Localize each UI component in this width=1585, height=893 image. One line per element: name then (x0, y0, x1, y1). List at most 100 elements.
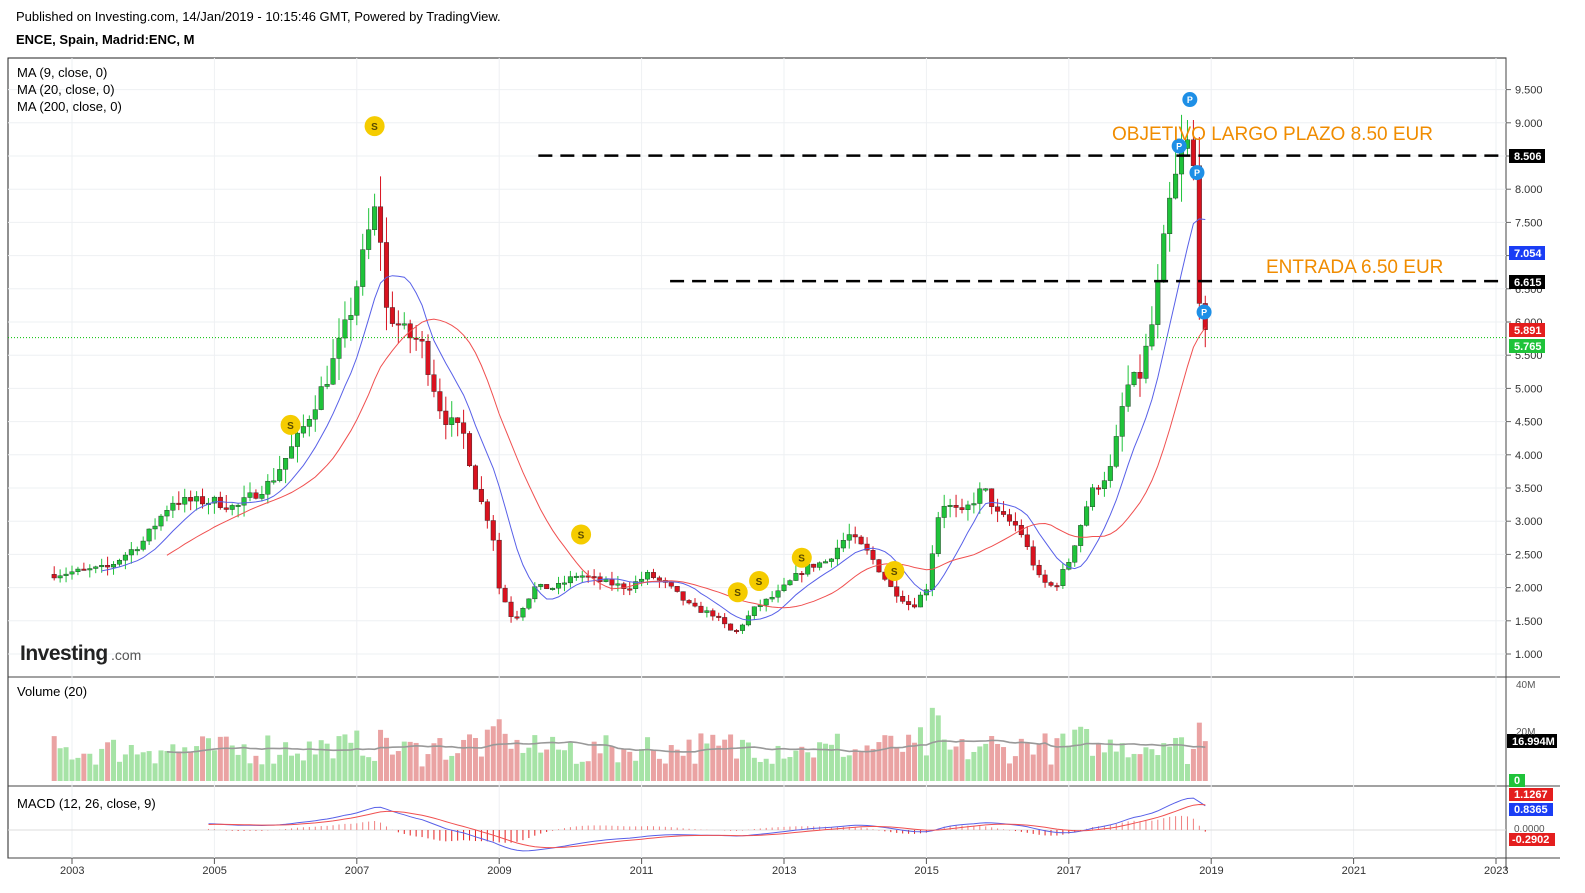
candle-body (437, 391, 443, 412)
candle-body (1048, 582, 1054, 586)
volume-bar (656, 758, 662, 781)
volume-bar (1155, 755, 1161, 781)
time-tick-label: 2013 (772, 865, 796, 877)
volume-bar (443, 759, 449, 781)
volume-bar (484, 729, 490, 781)
candle-body (508, 601, 514, 617)
annotation-entry: ENTRADA 6.50 EUR (1266, 257, 1443, 278)
candle-body (514, 616, 520, 619)
candle-body (858, 536, 864, 545)
candle-body (627, 588, 633, 591)
candle-body (573, 575, 579, 578)
price-tick-label: 5.000 (1515, 383, 1543, 395)
candle-body (1012, 521, 1018, 526)
candle-body (1072, 545, 1078, 563)
candle-body (1060, 569, 1066, 586)
split-marker (280, 414, 301, 435)
candle-body (51, 574, 57, 579)
candle-body (989, 488, 995, 507)
macd-zero-label: 0.0000 (1514, 824, 1545, 835)
badge-macd-signal: 1.1267 (1514, 789, 1548, 801)
candle-body (360, 249, 366, 287)
candle-body (1090, 487, 1096, 507)
volume-bar (413, 742, 419, 781)
price-tick-label: 3.500 (1515, 483, 1543, 495)
volume-bar (834, 733, 840, 781)
volume-bar (674, 749, 680, 781)
candle-body (977, 488, 983, 504)
volume-bar (194, 746, 200, 781)
candle-body (496, 539, 502, 589)
volume-bar (1184, 763, 1190, 781)
candle-body (550, 587, 556, 590)
price-tick-label: 8.000 (1515, 184, 1543, 196)
candle-body (235, 504, 241, 507)
volume-bar (223, 736, 229, 781)
volume-bar (769, 763, 775, 781)
volume-bar (900, 751, 906, 781)
volume-bar (75, 757, 81, 781)
volume-bar (63, 747, 69, 781)
legend-volume: Volume (20) (17, 684, 87, 699)
volume-bar (941, 739, 947, 781)
candle-body (811, 563, 817, 568)
candle-body (401, 323, 407, 326)
volume-bar (1173, 737, 1179, 781)
volume-bar (372, 760, 378, 781)
split-marker-label: S (287, 421, 294, 432)
volume-bar (1107, 739, 1113, 781)
volume-ma-line (166, 739, 1206, 754)
split-marker (364, 116, 385, 137)
price-tick-label: 5.500 (1515, 350, 1543, 362)
volume-bar (1143, 747, 1149, 781)
volume-bar (472, 738, 478, 781)
candle-body (615, 583, 621, 586)
volume-bar (182, 747, 188, 781)
logo-suffix: .com (111, 647, 141, 663)
candle-body (864, 543, 870, 551)
candle-body (1149, 324, 1155, 347)
volume-bar (1179, 737, 1185, 781)
volume-bar (668, 745, 674, 781)
candle-body (383, 242, 389, 308)
candle-body (544, 584, 550, 590)
candle-body (395, 323, 401, 326)
volume-bar (508, 748, 514, 781)
price-tick-label: 9.000 (1515, 118, 1543, 130)
candle-body (686, 600, 692, 604)
candle-body (1161, 233, 1167, 283)
price-tick-label: 1.500 (1515, 616, 1543, 628)
candle-body (912, 604, 918, 608)
candle-body (556, 583, 562, 589)
event-markers: S S S S S S S P P P P (280, 92, 1212, 603)
candle-body (781, 584, 787, 592)
candle-body (57, 575, 63, 579)
pivot-marker (1189, 165, 1205, 181)
split-marker-label: S (891, 567, 898, 578)
volume-bar (757, 761, 763, 781)
volume-bar (627, 751, 633, 781)
candle-body (87, 568, 93, 571)
candle-body (1095, 487, 1101, 490)
volume-bar (395, 751, 401, 781)
volume-bar (247, 763, 253, 781)
volume-bar (200, 736, 206, 781)
badge-prev-close: 5.891 (1514, 325, 1542, 337)
volume-bar (722, 739, 728, 781)
volume-bar (912, 742, 918, 781)
candle-body (324, 384, 330, 387)
candle-body (75, 568, 81, 572)
candle-body (1084, 506, 1090, 526)
volume-bar (686, 739, 692, 781)
volume-bar (87, 753, 93, 781)
candle-body (817, 562, 823, 568)
time-tick-label: 2003 (60, 865, 84, 877)
volume-bar (431, 743, 437, 781)
volume-bar (906, 734, 912, 781)
volume-bar (99, 748, 105, 781)
volume-bar (1101, 752, 1107, 781)
volume-bar (1095, 743, 1101, 781)
candle-body (692, 602, 698, 607)
volume-bar (828, 744, 834, 781)
